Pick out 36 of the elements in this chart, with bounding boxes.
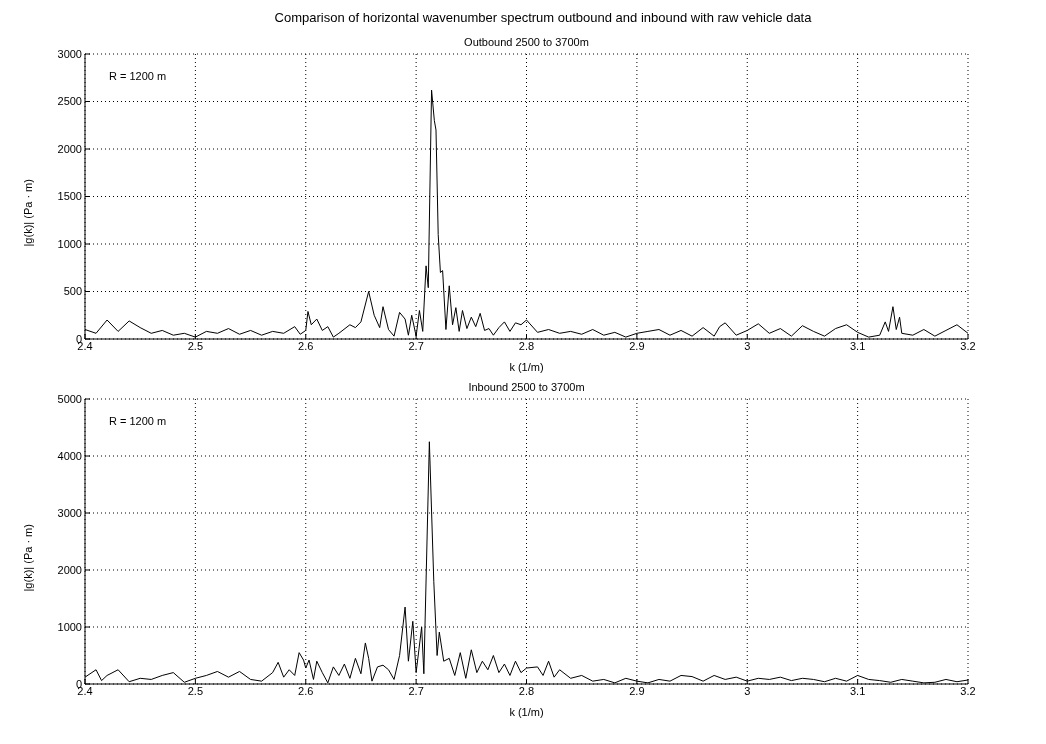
y-tick-label: 1500 [57, 190, 82, 203]
y-tick-label: 1000 [57, 620, 82, 633]
x-tick-label: 3 [744, 684, 751, 697]
y-tick-label: 2500 [57, 95, 82, 108]
text: Comparison of horizontal wavenumber spectrum outbound and inbound with raw vehicle data [273, 9, 813, 27]
x-axis-title: k (1/m) [509, 706, 544, 718]
x-tick-label: 2.6 [298, 339, 314, 352]
x-tick-label: 3.1 [849, 339, 866, 352]
x-tick-label: 2.5 [187, 684, 204, 697]
x-tick-label: 2.5 [187, 339, 204, 352]
y-tick-label: 4000 [57, 449, 82, 462]
x-tick-label: 3.2 [960, 339, 976, 352]
x-tick-label: 2.7 [408, 684, 424, 697]
y-tick-label: 3000 [57, 506, 82, 519]
y-tick-label: 1000 [57, 237, 82, 250]
annotation: R = 1200 m [109, 415, 167, 427]
y-axis-title: |g(k)| (Pa · m) [21, 524, 34, 592]
chart-title: Outbound 2500 to 3700m [463, 36, 590, 50]
x-tick-label: 2.6 [298, 684, 314, 697]
y-tick-label: 2000 [57, 142, 82, 155]
chart-title: Inbound 2500 to 3700m [467, 381, 586, 395]
x-tick-label: 2.8 [518, 684, 535, 697]
x-tick-label: 3.2 [960, 684, 976, 697]
x-tick-label: 2.9 [629, 339, 645, 352]
x-tick-label: 2.7 [408, 339, 424, 352]
y-tick-label: 5000 [57, 392, 82, 405]
x-axis-title: k (1/m) [509, 361, 544, 373]
y-axis-title: |g(k)| (Pa · m) [21, 179, 34, 247]
y-tick-label: 2000 [57, 563, 82, 576]
x-tick-label: 2.8 [518, 339, 535, 352]
x-tick-label: 3.1 [849, 684, 866, 697]
annotation: R = 1200 m [109, 70, 167, 82]
x-tick-label: 3 [744, 339, 751, 352]
x-tick-label: 2.9 [629, 684, 645, 697]
y-tick-label: 500 [63, 285, 82, 298]
y-tick-label: 3000 [57, 47, 82, 60]
